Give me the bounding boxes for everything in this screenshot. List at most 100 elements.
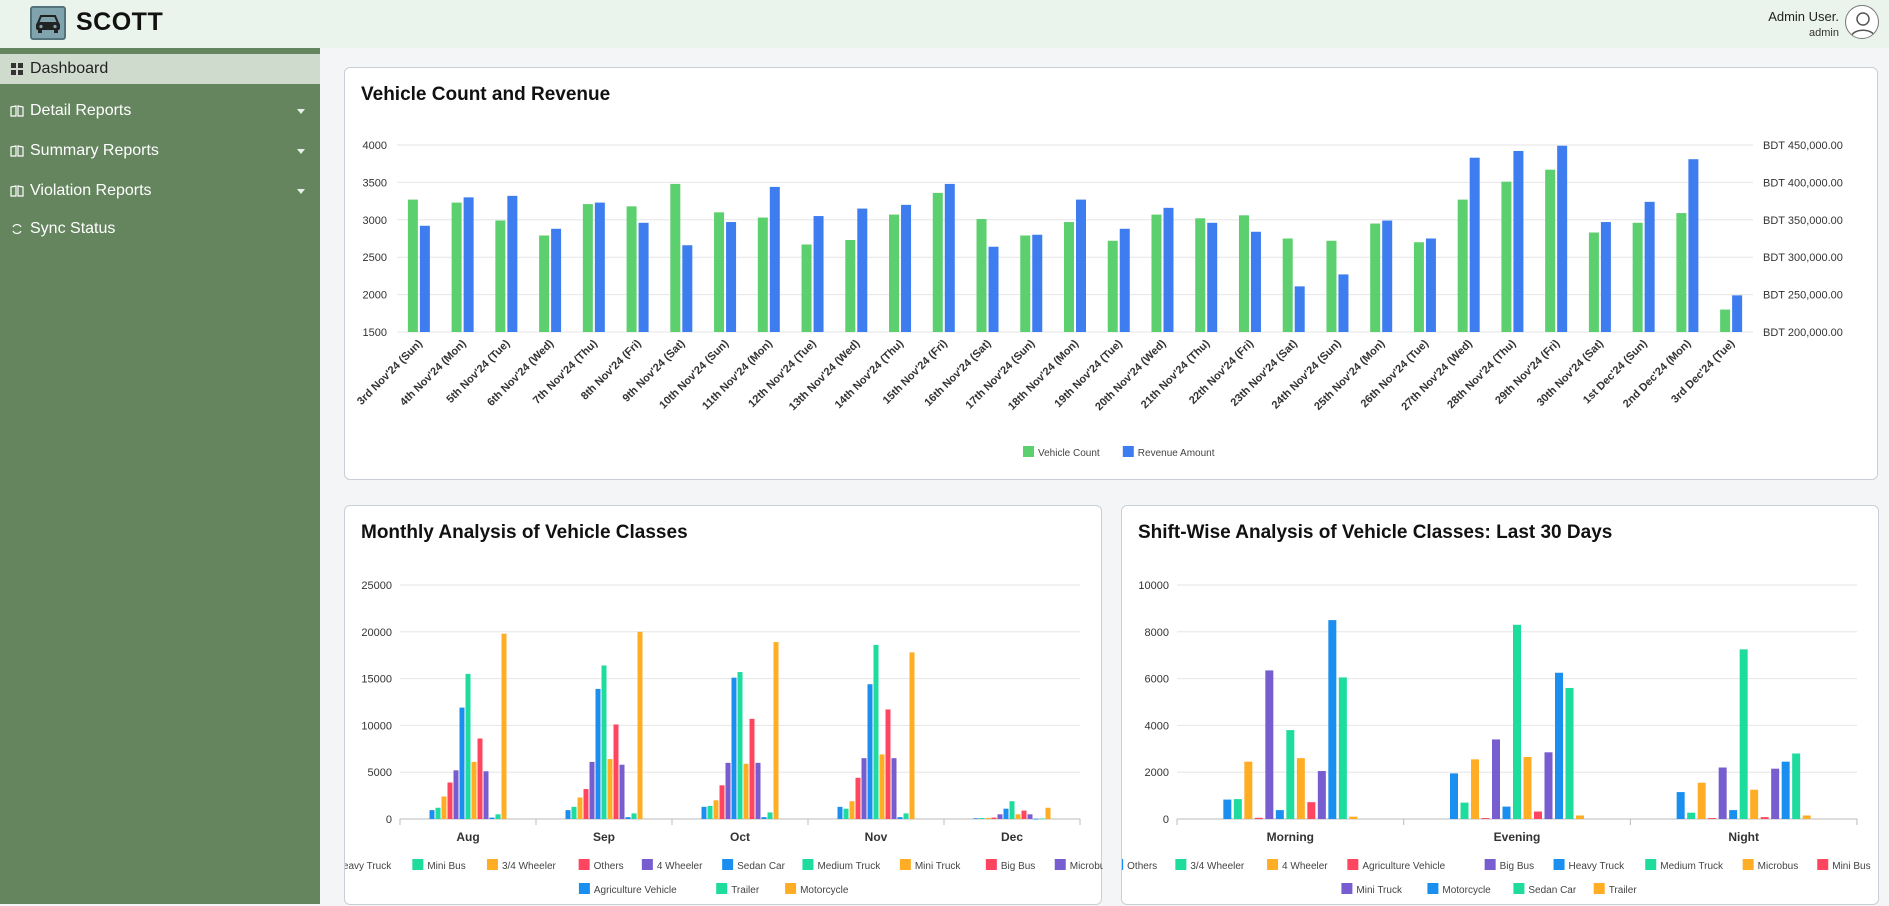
revenue-amount-bar	[463, 197, 474, 332]
x-tick-label: Night	[1728, 830, 1759, 844]
y-tick-label: 10000	[361, 720, 392, 732]
bar	[1544, 752, 1553, 819]
legend-marker	[1122, 446, 1134, 457]
monthly-analysis-chart[interactable]: 0 5000 10000 15000 20000 25000 Aug Sep Oct Nov Dec…	[345, 506, 1103, 906]
x-tick-label: Morning	[1267, 830, 1314, 844]
bar	[1349, 816, 1358, 819]
bar	[707, 805, 713, 819]
legend-marker	[1553, 859, 1565, 870]
y-right-tick-label: BDT 350,000.00	[1763, 215, 1843, 227]
revenue-amount-bar	[1425, 238, 1436, 332]
revenue-amount-bar	[1119, 228, 1130, 332]
chevron-down-icon[interactable]	[297, 109, 305, 114]
bar	[637, 631, 643, 819]
bar	[483, 771, 489, 819]
bar	[1296, 758, 1305, 819]
legend-marker	[1484, 859, 1496, 870]
revenue-amount-bar	[682, 245, 693, 332]
bar	[737, 672, 743, 819]
bar	[1523, 756, 1532, 819]
vehicle-count-bar	[714, 212, 725, 332]
bar	[1729, 810, 1738, 819]
bar	[1750, 789, 1759, 819]
bar	[465, 673, 471, 819]
bar	[601, 665, 607, 819]
bar	[489, 817, 495, 819]
chevron-down-icon[interactable]	[297, 149, 305, 154]
legend-marker	[1513, 883, 1525, 894]
bar	[589, 761, 595, 819]
shift-analysis-card: Shift-Wise Analysis of Vehicle Classes: …	[1121, 505, 1879, 905]
revenue-amount-bar	[1600, 222, 1611, 332]
vehicle-count-bar	[1238, 215, 1249, 332]
sidebar-item-dashboard[interactable]: Dashboard	[0, 54, 320, 84]
legend-marker	[578, 883, 590, 894]
x-tick-label: Dec	[1001, 830, 1023, 844]
bar	[459, 707, 465, 819]
chevron-down-icon[interactable]	[297, 189, 305, 194]
bar	[1009, 801, 1015, 819]
legend-marker	[1645, 859, 1657, 870]
sidebar-item-violation-reports[interactable]: Violation Reports	[0, 172, 320, 210]
bar	[1555, 672, 1563, 819]
card-title: Monthly Analysis of Vehicle Classes	[361, 522, 688, 543]
bar	[1450, 773, 1458, 819]
legend-marker	[1341, 883, 1353, 894]
sidebar-item-detail-reports[interactable]: Detail Reports	[0, 92, 320, 130]
vehicle-count-bar	[539, 235, 550, 332]
sidebar-item-label: Detail Reports	[30, 102, 132, 119]
vehicle-count-bar	[1720, 309, 1731, 332]
book-icon	[10, 144, 24, 158]
top-bar: SCOTT Admin User. admin	[0, 0, 1889, 48]
bar	[1317, 771, 1326, 819]
y-right-tick-label: BDT 400,000.00	[1763, 177, 1843, 189]
legend-label: Others	[1127, 861, 1157, 872]
legend-marker	[486, 859, 498, 870]
revenue-amount-bar	[857, 208, 868, 332]
bar	[891, 758, 897, 819]
legend-marker	[1267, 859, 1279, 870]
revenue-amount-bar	[1250, 231, 1261, 332]
legend-label: Medium Truck	[817, 861, 881, 872]
sidebar-item-sync-status[interactable]: Sync Status	[0, 210, 320, 248]
revenue-amount-bar	[594, 202, 605, 332]
bar	[1460, 802, 1469, 819]
bar	[749, 718, 755, 819]
bar	[447, 782, 453, 819]
bar	[1045, 807, 1051, 819]
legend-marker	[716, 883, 728, 894]
user-avatar-icon[interactable]	[1845, 5, 1879, 39]
bar	[701, 806, 707, 819]
y-tick-label: 25000	[361, 580, 392, 592]
sidebar-item-summary-reports[interactable]: Summary Reports	[0, 132, 320, 170]
bar	[755, 762, 761, 819]
y-tick-label: 0	[386, 814, 392, 826]
bar	[435, 807, 441, 819]
vehicle-count-bar	[1501, 181, 1512, 332]
vehicle-count-revenue-chart[interactable]: 1500 BDT 200,000.00 2000 BDT 250,000.00 2500…	[345, 68, 1879, 481]
sidebar-item-label: Sync Status	[30, 220, 116, 237]
bar	[619, 764, 625, 819]
revenue-amount-bar	[988, 246, 999, 332]
legend-label: Agriculture Vehicle	[594, 885, 677, 896]
bar	[725, 762, 731, 819]
revenue-amount-bar	[1469, 157, 1480, 332]
bar	[731, 677, 737, 819]
vehicle-count-bar	[845, 239, 856, 332]
car-logo-icon[interactable]	[30, 6, 66, 40]
shift-analysis-chart[interactable]: 0 2000 4000 6000 8000 10000 Morning Evening Nigh…	[1122, 506, 1880, 906]
revenue-amount-bar	[901, 204, 912, 332]
bar	[985, 817, 991, 819]
bar	[855, 777, 861, 819]
bar	[1676, 792, 1685, 819]
y-tick-label: 8000	[1145, 627, 1169, 639]
bar	[631, 813, 637, 819]
bar	[571, 806, 577, 819]
bar	[1781, 761, 1790, 819]
bar	[453, 770, 459, 819]
legend-marker	[722, 859, 734, 870]
bar	[1286, 730, 1295, 819]
bar	[607, 759, 613, 819]
bar	[1565, 687, 1574, 819]
legend-label: Mini Truck	[915, 861, 962, 872]
